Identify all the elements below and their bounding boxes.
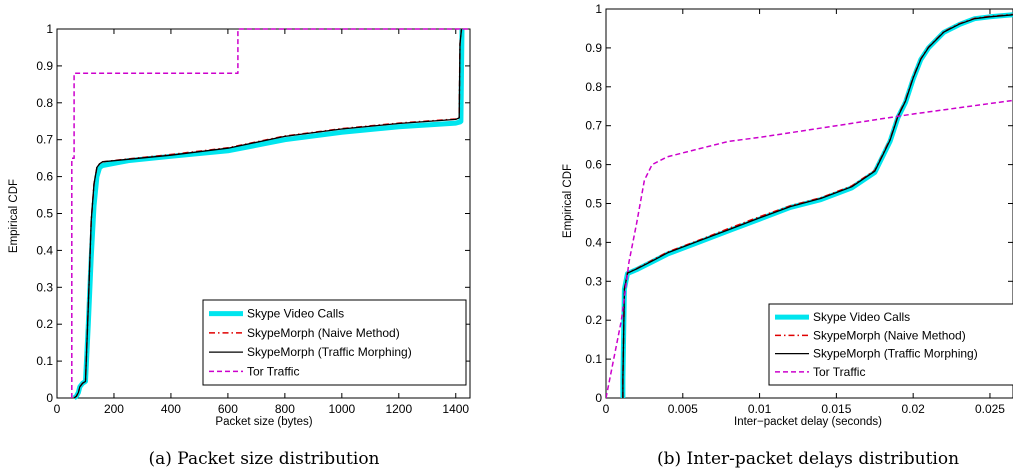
caption-inter-packet-delay: (b) Inter-packet delays distribution bbox=[657, 449, 959, 469]
y-tick-label: 0.4 bbox=[585, 235, 602, 249]
ylabel-packet-size: Empirical CDF bbox=[8, 179, 20, 253]
series-line-solid bbox=[622, 14, 1013, 398]
y-tick-label: 0.1 bbox=[36, 354, 53, 368]
x-tick-label: 0.01 bbox=[748, 402, 772, 416]
series-line-solid bbox=[73, 28, 463, 399]
x-tick-label: 400 bbox=[161, 402, 181, 416]
legend-box bbox=[202, 299, 467, 386]
caption-packet-size: (a) Packet size distribution bbox=[148, 449, 379, 469]
series-line-dashed bbox=[606, 99, 1013, 399]
y-tick-label: 0.7 bbox=[585, 119, 602, 133]
legend-label: SkypeMorph (Traffic Morphing) bbox=[247, 345, 412, 359]
y-tick-label: 0.9 bbox=[585, 41, 602, 55]
legend-label: Skype Video Calls bbox=[813, 310, 910, 324]
y-tick-label: 0.6 bbox=[36, 170, 53, 184]
x-tick-label: 0.015 bbox=[821, 402, 851, 416]
y-tick-label: 0.5 bbox=[36, 207, 53, 221]
x-tick-label: 800 bbox=[275, 402, 295, 416]
y-tick-label: 1 bbox=[46, 22, 53, 36]
x-tick-label: 0.025 bbox=[975, 402, 1005, 416]
y-tick-label: 0 bbox=[595, 391, 602, 405]
y-tick-label: 1 bbox=[595, 2, 602, 16]
x-tick-label: 1000 bbox=[328, 402, 355, 416]
legend-inter-packet-delay: Skype Video Calls SkypeMorph (Naive Metho… bbox=[768, 303, 1013, 386]
x-tick-label: 1400 bbox=[442, 402, 469, 416]
legend-label: Tor Traffic bbox=[813, 365, 865, 379]
y-tick-label: 0.2 bbox=[585, 313, 602, 327]
x-tick-label: 0 bbox=[54, 402, 61, 416]
y-tick-label: 0.4 bbox=[36, 243, 53, 257]
series-line-dashed bbox=[71, 28, 470, 398]
y-tick-label: 0.5 bbox=[585, 197, 602, 211]
y-tick-label: 0.8 bbox=[585, 80, 602, 94]
y-tick-label: 0.7 bbox=[36, 133, 53, 147]
legend-packet-size: Skype Video Calls SkypeMorph (Naive Metho… bbox=[202, 299, 467, 386]
y-tick-label: 0.9 bbox=[36, 59, 53, 73]
ylabel-inter-packet-delay: Empirical CDF bbox=[562, 164, 574, 238]
x-tick-label: 1200 bbox=[385, 402, 412, 416]
x-tick-label: 200 bbox=[104, 402, 124, 416]
chart-inter-packet-delay: Empirical CDF Inter−packet delay (second… bbox=[562, 2, 1013, 469]
y-tick-label: 0.2 bbox=[36, 317, 53, 331]
legend-label: Tor Traffic bbox=[247, 364, 299, 378]
x-tick-label: 0.005 bbox=[668, 402, 698, 416]
x-tick-label: 0 bbox=[603, 402, 610, 416]
y-tick-label: 0.1 bbox=[585, 352, 602, 366]
y-tick-label: 0.8 bbox=[36, 96, 53, 110]
y-tick-label: 0.6 bbox=[585, 158, 602, 172]
legend-label: SkypeMorph (Naive Method) bbox=[813, 328, 966, 342]
y-tick-label: 0.3 bbox=[36, 280, 53, 294]
x-tick-label: 0.02 bbox=[901, 402, 925, 416]
legend-label: SkypeMorph (Naive Method) bbox=[247, 326, 400, 340]
x-tick-label: 600 bbox=[218, 402, 238, 416]
legend-label: Skype Video Calls bbox=[247, 307, 344, 321]
xlabel-packet-size: Packet size (bytes) bbox=[215, 416, 312, 428]
y-tick-label: 0 bbox=[46, 391, 53, 405]
y-tick-label: 0.3 bbox=[585, 274, 602, 288]
xlabel-inter-packet-delay: Inter−packet delay (seconds) bbox=[734, 416, 882, 428]
legend-box bbox=[768, 303, 1013, 386]
chart-packet-size: Empirical CDF Packet size (bytes) (a) Pa… bbox=[8, 22, 471, 469]
legend-label: SkypeMorph (Traffic Morphing) bbox=[813, 347, 978, 361]
